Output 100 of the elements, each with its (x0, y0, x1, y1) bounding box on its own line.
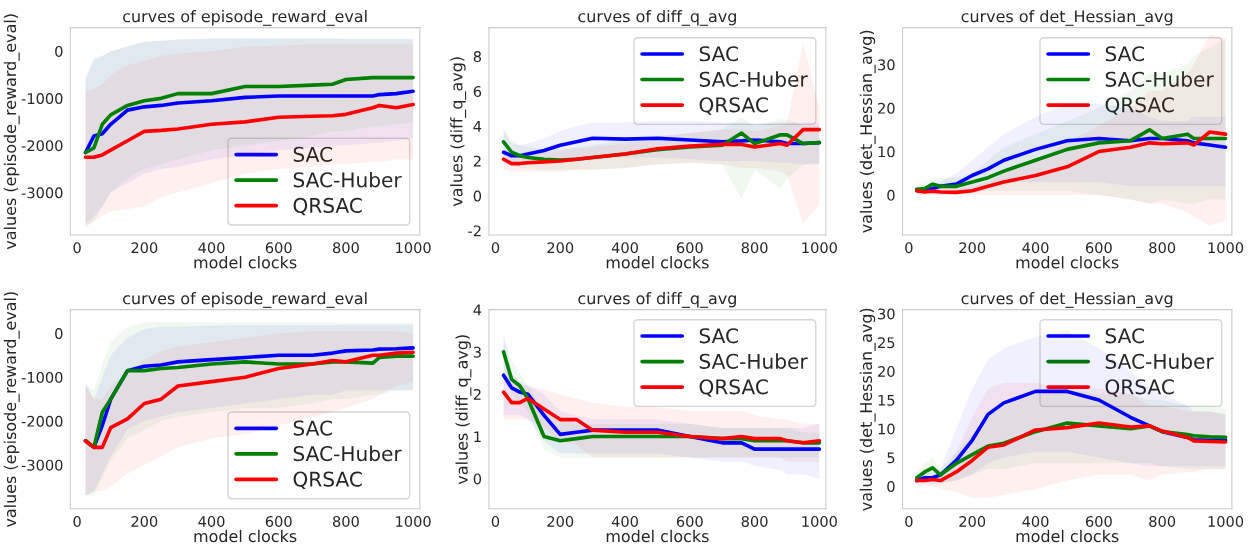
y-tick-label: 30 (878, 59, 895, 71)
y-tick-label: 0 (887, 481, 895, 493)
legend-label: QRSAC (699, 379, 768, 397)
chart-title: curves of diff_q_avg (578, 291, 736, 308)
x-tick-label: 800 (332, 242, 359, 254)
x-tick-label: 200 (131, 242, 158, 254)
x-tick-label: 400 (611, 515, 638, 527)
y-tick-label: 0 (473, 190, 482, 202)
x-axis-title: model clocks (1016, 529, 1119, 543)
y-tick-label: 20 (878, 102, 895, 114)
y-tick-label: 15 (878, 394, 895, 406)
x-tick-label: 400 (611, 242, 638, 254)
x-tick-label: 400 (1022, 242, 1049, 254)
x-tick-label: 1000 (396, 242, 431, 254)
x-axis-title: model clocks (606, 256, 709, 269)
x-tick-label: 1000 (802, 242, 837, 254)
chart-title: curves of diff_q_avg (578, 9, 736, 26)
y-tick-label: 6 (473, 85, 482, 97)
x-axis-title: model clocks (194, 529, 297, 543)
x-tick-label: 600 (676, 242, 703, 254)
y-axis-title: values (det_Hessian_avg) (859, 30, 876, 233)
y-tick-label: 4 (473, 304, 482, 316)
y-tick-label: 30 (878, 308, 895, 320)
legend-label: SAC-Huber (699, 353, 808, 369)
x-tick-label: 600 (265, 515, 292, 527)
legend-label: QRSAC (1105, 379, 1174, 397)
y-tick-label: -2000 (21, 140, 63, 152)
legend-label: QRSAC (1105, 97, 1174, 115)
y-axis-title: values (diff_q_avg) (450, 57, 467, 207)
legend-label: SAC-Huber (1105, 71, 1214, 87)
x-axis-title: model clocks (1016, 256, 1119, 269)
y-tick-label: 10 (878, 423, 895, 435)
y-tick-label: -1000 (21, 371, 63, 383)
legend-label: SAC-Huber (699, 71, 808, 87)
x-tick-label: 0 (905, 515, 913, 527)
x-axis-title: model clocks (606, 529, 709, 543)
x-tick-label: 400 (198, 242, 225, 254)
x-tick-label: 800 (741, 515, 768, 527)
y-tick-label: 0 (55, 45, 63, 57)
legend-label: SAC (699, 46, 738, 62)
x-tick-label: 0 (491, 515, 500, 527)
x-tick-label: 1000 (1208, 515, 1244, 527)
y-tick-label: -3000 (21, 459, 63, 471)
x-tick-label: 600 (676, 515, 703, 527)
x-tick-label: 800 (332, 515, 359, 527)
legend-label: SAC (1105, 328, 1145, 344)
y-axis-title: values (det_Hessian_avg) (859, 308, 876, 511)
y-tick-label: 20 (878, 365, 895, 377)
y-tick-label: 0 (473, 473, 482, 485)
x-tick-label: 0 (73, 515, 81, 527)
x-tick-label: 200 (959, 515, 986, 527)
x-tick-label: 400 (1022, 515, 1049, 527)
x-tick-label: 200 (131, 515, 158, 527)
y-tick-label: 1 (474, 431, 481, 443)
chart-title: curves of det_Hessian_avg (961, 9, 1173, 26)
y-axis-title: values (episode_reward_eval) (3, 292, 20, 528)
x-tick-label: 0 (73, 242, 81, 254)
y-tick-label: -1000 (21, 93, 63, 105)
x-tick-label: 0 (491, 242, 500, 254)
y-tick-label: 10 (878, 146, 895, 158)
y-axis-title: values (diff_q_avg) (455, 335, 472, 485)
legend-label: SAC (1105, 46, 1145, 62)
y-tick-label: -3000 (21, 187, 63, 199)
legend-label: QRSAC (293, 471, 362, 490)
legend-label: SAC (293, 146, 332, 162)
x-tick-label: 0 (905, 242, 913, 254)
y-tick-label: 0 (55, 328, 63, 340)
legend-label: SAC-Huber (1105, 353, 1214, 369)
x-axis-title: model clocks (194, 256, 297, 269)
y-tick-label: 4 (473, 121, 482, 132)
x-tick-label: 200 (959, 242, 986, 254)
x-tick-label: 1000 (396, 515, 431, 527)
x-tick-label: 1000 (802, 515, 837, 527)
y-axis-title: values (episode_reward_eval) (3, 14, 20, 250)
y-tick-label: 2 (473, 388, 481, 400)
x-tick-label: 1000 (1208, 242, 1244, 254)
y-tick-label: -2 (468, 225, 481, 237)
x-tick-label: 600 (1085, 515, 1112, 527)
legend-label: SAC-Huber (293, 171, 402, 188)
x-tick-label: 200 (547, 242, 574, 254)
y-tick-label: 3 (473, 346, 481, 358)
x-tick-label: 600 (265, 242, 292, 254)
y-tick-label: 25 (878, 337, 895, 349)
legend-label: SAC-Huber (293, 445, 402, 462)
x-tick-label: 800 (1149, 242, 1176, 254)
y-tick-label: 2 (473, 155, 481, 167)
x-tick-label: 800 (741, 242, 768, 254)
x-tick-label: 800 (1149, 515, 1176, 527)
legend-label: SAC (699, 328, 738, 344)
chart-title: curves of episode_reward_eval (123, 9, 367, 26)
chart-title: curves of det_Hessian_avg (961, 291, 1173, 308)
chart-title: curves of episode_reward_eval (123, 291, 367, 308)
y-tick-label: 0 (887, 189, 895, 201)
y-tick-label: 8 (473, 51, 482, 63)
legend-label: QRSAC (293, 197, 362, 216)
legend-label: QRSAC (699, 97, 768, 115)
x-tick-label: 600 (1085, 242, 1112, 254)
y-tick-label: -2000 (21, 415, 63, 427)
x-tick-label: 200 (547, 515, 574, 527)
x-tick-label: 400 (198, 515, 225, 527)
